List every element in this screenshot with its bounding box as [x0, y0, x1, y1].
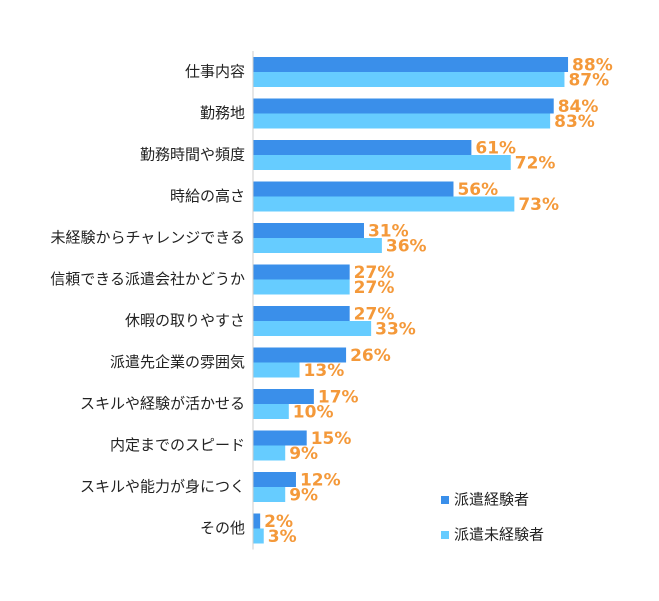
value-label: 56% — [457, 180, 498, 200]
category-label: 内定までのスピード — [110, 436, 245, 454]
value-label: 13% — [304, 361, 345, 381]
category-label: スキルや経験が活かせる — [80, 395, 245, 413]
value-label: 83% — [554, 112, 595, 132]
category-label: 休暇の取りやすさ — [125, 312, 245, 330]
value-label: 27% — [354, 263, 395, 283]
value-label: 72% — [515, 154, 556, 174]
value-label: 27% — [354, 278, 395, 298]
bar — [253, 113, 551, 129]
bar — [253, 57, 569, 72]
bar — [253, 430, 307, 446]
category-label: 勤務時間や頻度 — [140, 146, 245, 164]
category-label: 信頼できる派遣会社かどうか — [50, 270, 245, 288]
bar — [253, 321, 372, 336]
bar — [253, 223, 364, 238]
category-label: 未経験からチャレンジできる — [50, 229, 245, 247]
bar — [253, 279, 350, 295]
value-label: 12% — [300, 471, 341, 491]
value-label: 2% — [264, 512, 293, 532]
category-label: 仕事内容 — [185, 63, 245, 81]
value-label: 27% — [354, 305, 395, 325]
value-label: 61% — [475, 139, 516, 159]
bar — [253, 181, 454, 197]
value-label: 87% — [568, 71, 609, 91]
bar — [253, 487, 286, 502]
value-label: 9% — [289, 444, 318, 464]
value-label: 36% — [386, 237, 427, 257]
bar — [253, 98, 554, 114]
legend-label: 派遣経験者 — [454, 491, 529, 509]
bar — [253, 389, 314, 404]
value-label: 31% — [368, 222, 409, 242]
category-label: その他 — [200, 519, 245, 537]
bar — [253, 445, 286, 461]
bar — [253, 362, 300, 378]
bar — [253, 404, 289, 419]
bar — [253, 472, 296, 487]
value-label: 33% — [375, 320, 416, 340]
bar — [253, 140, 472, 155]
category-label: 時給の高さ — [170, 187, 245, 205]
value-label: 9% — [289, 486, 318, 506]
value-label: 26% — [350, 346, 391, 366]
bar — [253, 196, 515, 212]
legend-label: 派遣未経験者 — [454, 526, 544, 544]
value-label: 17% — [318, 388, 359, 408]
legend-swatch — [441, 531, 449, 539]
bar — [253, 72, 565, 87]
value-label: 10% — [293, 403, 334, 423]
bar — [253, 513, 261, 529]
bar — [253, 528, 264, 544]
value-label: 84% — [558, 97, 599, 117]
bar — [253, 238, 382, 253]
category-label: 派遣先企業の雰囲気 — [110, 353, 245, 371]
value-label: 3% — [268, 527, 297, 547]
value-label: 73% — [518, 195, 559, 215]
bar — [253, 306, 350, 321]
bar — [253, 264, 350, 280]
value-label: 15% — [311, 429, 352, 449]
category-label: スキルや能力が身につく — [80, 478, 245, 496]
bar — [253, 155, 511, 170]
legend-swatch — [441, 496, 449, 504]
value-label: 88% — [572, 56, 613, 76]
bar — [253, 347, 347, 363]
category-label: 勤務地 — [200, 104, 245, 122]
